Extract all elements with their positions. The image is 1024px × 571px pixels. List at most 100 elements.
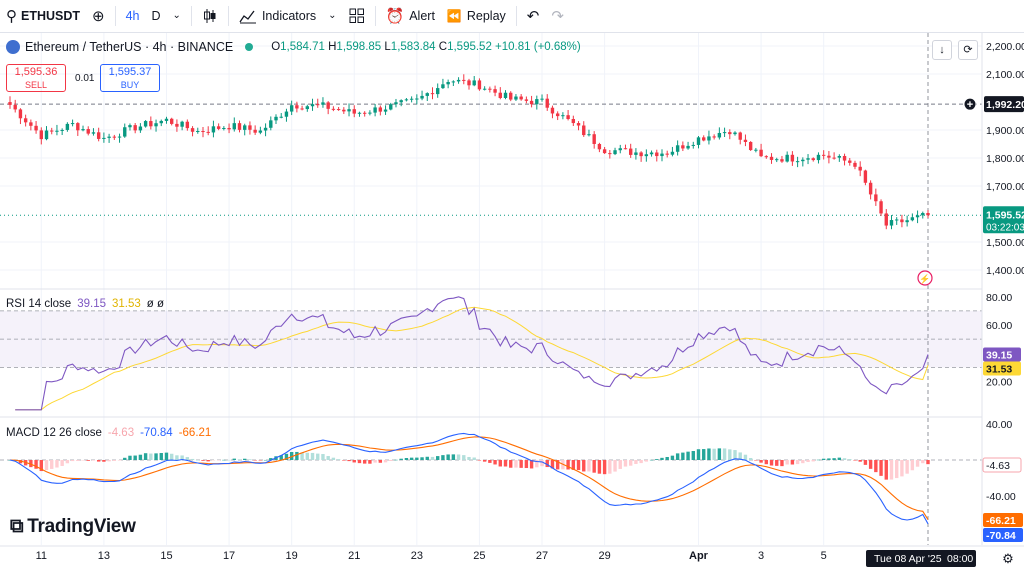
macd-histogram-bar (352, 460, 356, 463)
candle-body (107, 136, 111, 138)
candle-body (357, 112, 362, 114)
candle-body (618, 148, 622, 151)
macd-histogram-bar (362, 460, 367, 464)
scroll-down-button[interactable]: ↓ (932, 40, 952, 60)
candle-body (717, 132, 722, 138)
macd-histogram-bar (175, 455, 179, 460)
candle-body (915, 215, 920, 218)
macd-histogram-bar (29, 460, 33, 468)
macd-histogram-bar (467, 456, 471, 460)
change-value: +10.81 (+0.68%) (495, 41, 581, 53)
candle-body (743, 139, 748, 142)
watermark-text: TradingView (27, 516, 136, 537)
macd-hist-badge-label: -4.63 (986, 460, 1010, 472)
chart-type-button[interactable] (196, 0, 224, 33)
macd-histogram-bar (404, 458, 409, 460)
rsi-line (15, 296, 929, 411)
candle-body (201, 131, 205, 133)
open-value: 1,584.71 (280, 41, 325, 53)
macd-histogram-bar (269, 458, 273, 460)
candle-body (759, 149, 763, 157)
macd-histogram-bar (206, 460, 210, 462)
macd-histogram-bar (295, 451, 299, 460)
time-tick-label: 15 (160, 550, 172, 562)
candle-body (634, 152, 638, 155)
candle-body (185, 121, 190, 129)
candle-body (524, 99, 529, 101)
layouts-button[interactable] (343, 0, 371, 33)
candle-body (488, 88, 492, 90)
macd-histogram-bar (149, 453, 153, 460)
macd-histogram-bar (331, 457, 336, 460)
macd-histogram-bar (44, 460, 49, 471)
candle-body (842, 155, 847, 161)
candle-body (801, 159, 805, 162)
rsi-legend: RSI 14 close 39.15 31.53 ø ø (6, 298, 164, 310)
candle-body (175, 123, 179, 127)
macd-histogram-bar (743, 454, 748, 460)
toolbar-divider (190, 6, 192, 26)
candle-body (472, 80, 476, 86)
ethereum-logo-icon (6, 40, 20, 54)
sell-button[interactable]: 1,595.36 SELL (6, 64, 66, 92)
candle-body (655, 152, 659, 157)
alert-button[interactable]: ⏰ Alert (380, 0, 441, 33)
price-tick-label: 1,400.00 (986, 265, 1024, 277)
candle-body (65, 123, 70, 130)
macd-histogram-bar (587, 460, 591, 472)
interval-4h-button[interactable]: 4h (125, 9, 140, 23)
candle-body (639, 152, 643, 157)
axis-labels: 2,200.00 2,100.00 1,900.00 1,800.00 1,700.00… (36, 41, 1024, 567)
interval-dropdown[interactable]: ⌄ (167, 0, 187, 33)
macd-histogram-bar (70, 460, 75, 462)
indicators-dropdown[interactable]: ⌄ (322, 0, 342, 33)
candle-body (321, 102, 325, 105)
macd-histogram-bar (185, 457, 190, 460)
cursor-date-label: Tue 08 Apr '25 (874, 553, 942, 565)
interval-d-button[interactable]: D (151, 9, 161, 23)
rsi-tick-label: 60.00 (986, 320, 1012, 332)
macd-histogram-bar (420, 457, 424, 460)
candle-body (451, 81, 456, 83)
macd-histogram-bar (889, 460, 894, 480)
compare-symbol-button[interactable]: ⊕ (86, 0, 111, 33)
candle-body (279, 116, 283, 118)
price-chart[interactable]: ⚡ 2,200.00 2,100.00 1,900.00 1,800.00 1,700.… (0, 33, 1024, 571)
top-toolbar: ⚲ ETHUSDT ⊕ 4h D ⌄ Indicators ⌄ ⏰ Alert … (0, 0, 1024, 33)
rsi-ma-value: 31.53 (111, 298, 141, 310)
symbol-search-button[interactable]: ⚲ ETHUSDT (0, 0, 86, 33)
buy-button[interactable]: 1,595.37 BUY (100, 64, 160, 92)
rsi-tick-label: 20.00 (986, 377, 1012, 389)
redo-button[interactable]: ↷ (545, 0, 570, 33)
indicators-button[interactable]: Indicators (233, 0, 322, 33)
arrow-down-icon: ↓ (939, 44, 945, 56)
refresh-icon: ⟳ (963, 44, 973, 56)
undo-button[interactable]: ↶ (521, 0, 546, 33)
macd-histogram-bar (691, 451, 695, 460)
replay-button[interactable]: ⏪ Replay (441, 0, 512, 33)
refresh-button[interactable]: ⟳ (958, 40, 978, 60)
candle-body (728, 132, 732, 135)
candle-body (362, 112, 367, 114)
candle-body (535, 99, 539, 105)
candle-body (509, 92, 513, 100)
cursor-time-badge (866, 550, 976, 567)
time-tick-label: 23 (411, 550, 423, 562)
macd-histogram-bar (686, 451, 690, 460)
candle-body (295, 105, 299, 109)
macd-histogram-bar (169, 453, 174, 460)
macd-histogram-bar (592, 460, 596, 473)
macd-histogram-bar (712, 448, 716, 460)
candle-body (154, 123, 158, 127)
macd-histogram-bar (816, 459, 821, 461)
candle-body (775, 159, 779, 161)
time-tick-label: 21 (348, 550, 360, 562)
candle-body (102, 137, 106, 139)
candle-body (764, 156, 769, 158)
macd-histogram-bar (602, 460, 607, 475)
macd-histogram-bar (409, 457, 414, 460)
macd-histogram-bar (863, 460, 868, 465)
candle-body (342, 109, 346, 112)
macd-histogram-bar (389, 460, 393, 462)
candle-body (394, 102, 398, 105)
